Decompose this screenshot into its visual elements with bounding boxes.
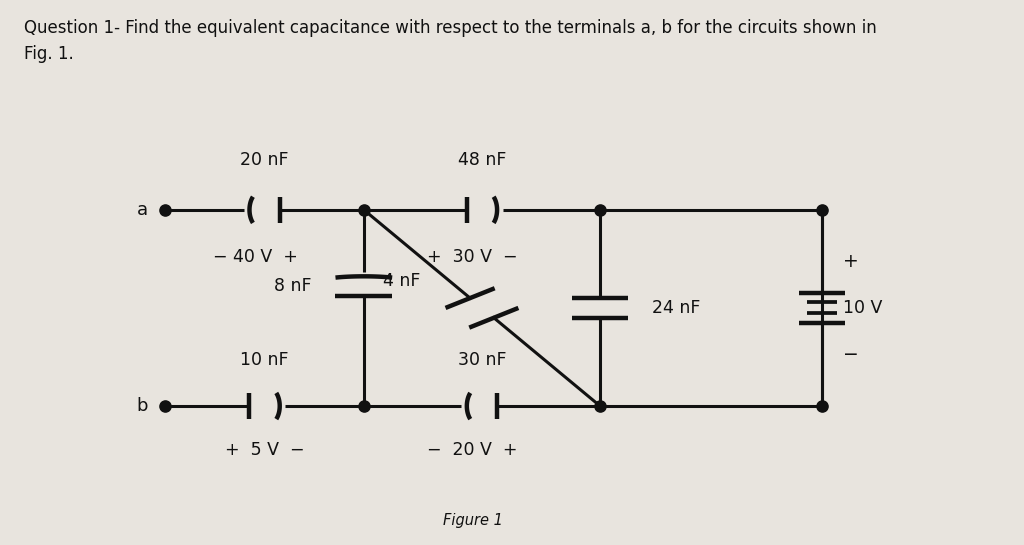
Text: 30 nF: 30 nF <box>458 351 506 369</box>
Text: 8 nF: 8 nF <box>274 277 312 295</box>
Point <box>158 402 174 410</box>
Point <box>158 205 174 214</box>
Text: +: + <box>843 252 859 271</box>
Text: Fig. 1.: Fig. 1. <box>24 45 74 63</box>
Text: − 40 V  +: − 40 V + <box>213 248 298 266</box>
Point <box>355 402 372 410</box>
Point <box>355 205 372 214</box>
Point <box>592 402 608 410</box>
Point <box>814 205 830 214</box>
Text: −  20 V  +: − 20 V + <box>427 441 518 459</box>
Text: 48 nF: 48 nF <box>458 151 506 169</box>
Text: 10 V: 10 V <box>843 299 883 317</box>
Text: 10 nF: 10 nF <box>241 351 289 369</box>
Text: Question 1- Find the equivalent capacitance with respect to the terminals a, b f: Question 1- Find the equivalent capacita… <box>24 19 877 37</box>
Text: b: b <box>137 397 148 415</box>
Text: a: a <box>137 201 148 219</box>
Text: 4 nF: 4 nF <box>383 271 421 290</box>
Point <box>592 205 608 214</box>
Text: 20 nF: 20 nF <box>241 151 289 169</box>
Text: −: − <box>843 345 859 364</box>
Text: 24 nF: 24 nF <box>652 299 700 317</box>
Point <box>814 402 830 410</box>
Text: +  5 V  −: + 5 V − <box>225 441 304 459</box>
Text: Figure 1: Figure 1 <box>442 513 503 528</box>
Text: +  30 V  −: + 30 V − <box>427 248 518 266</box>
